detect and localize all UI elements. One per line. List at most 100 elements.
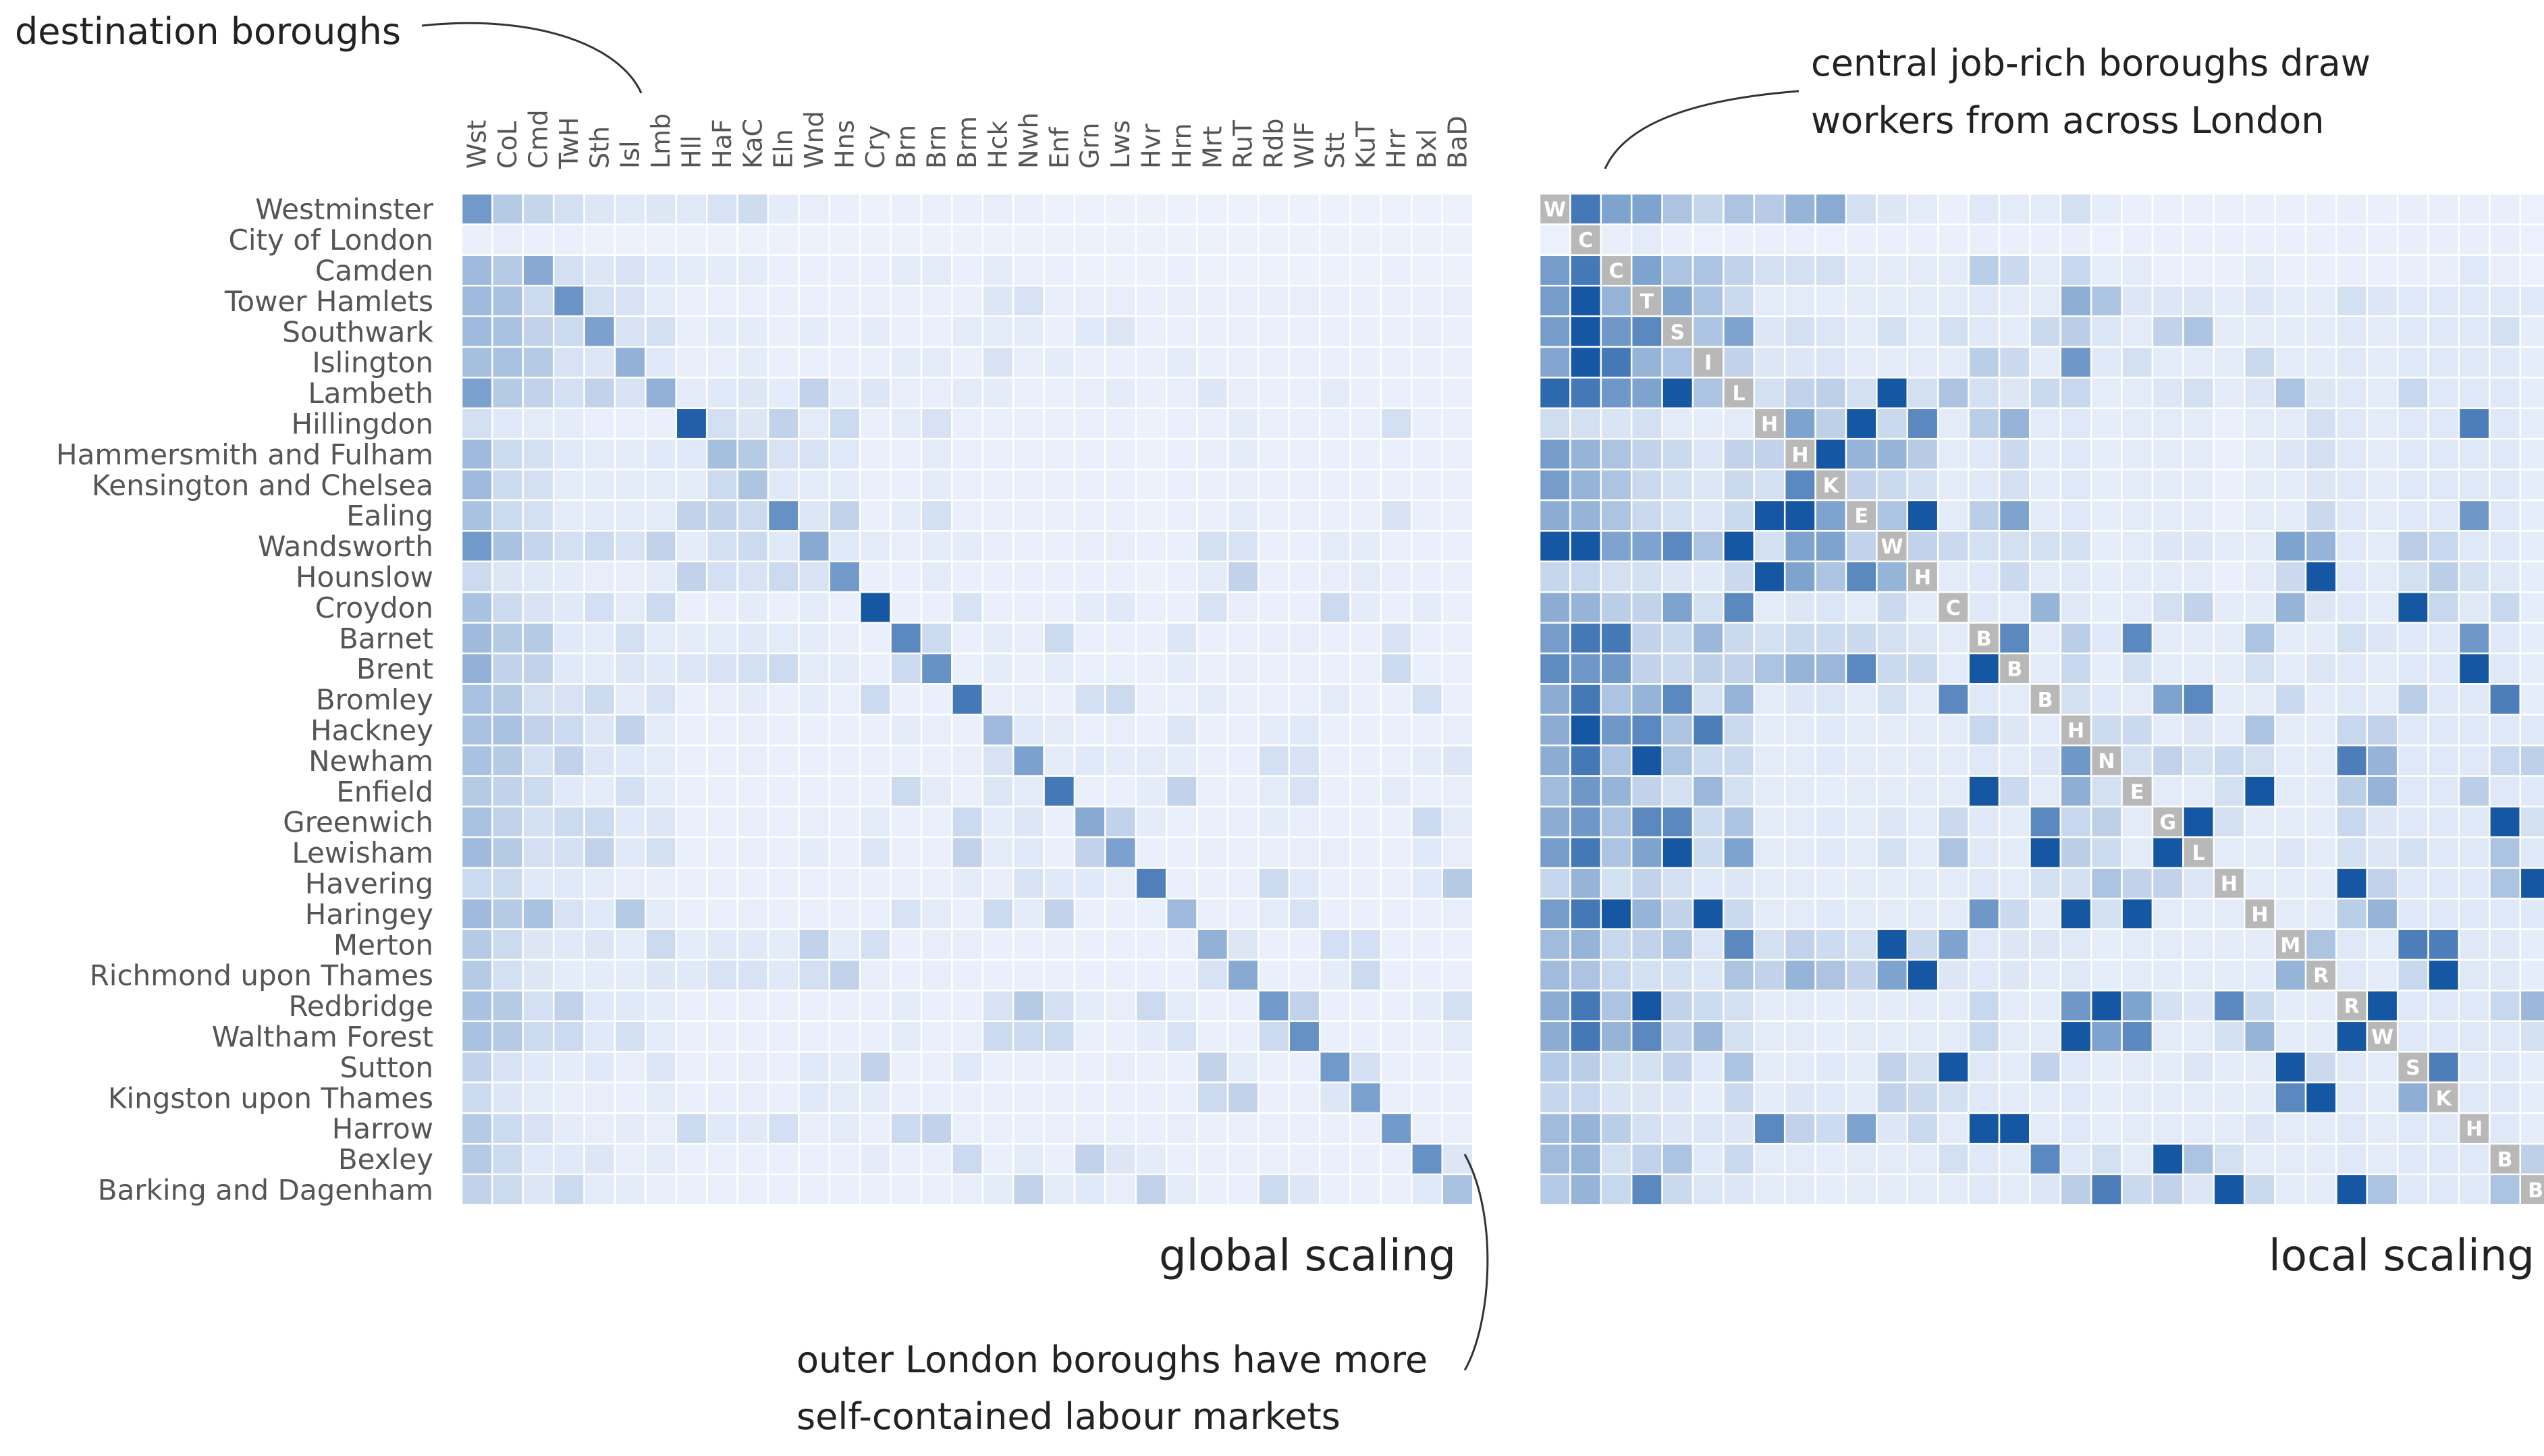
global-scaling-label: global scaling bbox=[1159, 1231, 1456, 1281]
local-cell-1-10 bbox=[1845, 223, 1878, 257]
global-cell-30-4 bbox=[583, 1112, 616, 1145]
global-cell-31-23 bbox=[1165, 1143, 1198, 1176]
global-cell-1-25 bbox=[1226, 223, 1260, 257]
global-cell-31-26 bbox=[1257, 1143, 1291, 1176]
local-cell-17-1 bbox=[1569, 713, 1602, 747]
local-cell-10-8 bbox=[1783, 499, 1816, 532]
global-cell-18-29 bbox=[1349, 744, 1382, 777]
local-cell-32-29 bbox=[2427, 1173, 2460, 1206]
global-cell-1-3 bbox=[552, 223, 585, 257]
global-cell-24-0 bbox=[460, 928, 493, 961]
local-cell-2-27 bbox=[2366, 254, 2399, 287]
local-cell-9-15 bbox=[1998, 468, 2031, 502]
global-cell-11-3 bbox=[552, 530, 585, 563]
local-cell-3-26 bbox=[2335, 284, 2369, 317]
local-cell-6-32 bbox=[2519, 377, 2544, 410]
global-cell-16-24 bbox=[1196, 683, 1229, 716]
global-cell-19-6 bbox=[645, 775, 678, 808]
global-cell-26-9 bbox=[736, 990, 769, 1023]
local-diagonal-label-8: H bbox=[1791, 443, 1808, 467]
local-cell-19-8 bbox=[1783, 775, 1816, 808]
global-cell-2-4 bbox=[583, 254, 616, 287]
local-cell-25-22 bbox=[2213, 959, 2246, 992]
local-cell-25-21 bbox=[2182, 959, 2215, 992]
local-cell-9-12 bbox=[1906, 468, 1939, 502]
local-cell-27-5 bbox=[1692, 1020, 1725, 1053]
global-cell-31-25 bbox=[1226, 1143, 1260, 1176]
local-cell-14-10 bbox=[1845, 622, 1878, 655]
global-cell-25-31 bbox=[1411, 959, 1444, 992]
global-cell-1-23 bbox=[1165, 223, 1198, 257]
local-cell-25-13 bbox=[1937, 959, 1970, 992]
local-cell-27-8 bbox=[1783, 1020, 1816, 1053]
global-cell-6-12 bbox=[828, 377, 861, 410]
global-cell-25-8 bbox=[705, 959, 738, 992]
local-cell-15-22 bbox=[2213, 652, 2246, 685]
local-cell-5-26 bbox=[2335, 346, 2369, 379]
local-cell-30-20 bbox=[2151, 1112, 2184, 1145]
global-cell-23-11 bbox=[798, 897, 831, 930]
local-cell-15-20 bbox=[2151, 652, 2184, 685]
local-cell-9-1 bbox=[1569, 468, 1602, 502]
local-cell-29-31 bbox=[2489, 1081, 2522, 1114]
global-cell-20-22 bbox=[1135, 805, 1168, 838]
global-cell-19-27 bbox=[1288, 775, 1321, 808]
local-cell-14-24 bbox=[2274, 622, 2307, 655]
global-cell-19-17 bbox=[981, 775, 1014, 808]
column-label: Hrr bbox=[1382, 128, 1411, 169]
local-cell-14-2 bbox=[1600, 622, 1633, 655]
global-cell-31-31 bbox=[1411, 1143, 1444, 1176]
local-cell-32-30 bbox=[2458, 1173, 2491, 1206]
global-cell-8-16 bbox=[951, 437, 984, 470]
global-cell-12-5 bbox=[614, 560, 647, 593]
local-cell-20-28 bbox=[2396, 805, 2429, 838]
global-cell-20-17 bbox=[981, 805, 1014, 838]
local-cell-13-0 bbox=[1538, 591, 1571, 624]
local-cell-25-18 bbox=[2090, 959, 2123, 992]
global-cell-20-19 bbox=[1043, 805, 1076, 838]
global-cell-20-16 bbox=[951, 805, 984, 838]
local-cell-29-10 bbox=[1845, 1081, 1878, 1114]
local-cell-6-30 bbox=[2458, 377, 2491, 410]
local-cell-14-28 bbox=[2396, 622, 2429, 655]
global-cell-24-23 bbox=[1165, 928, 1198, 961]
global-cell-27-7 bbox=[675, 1020, 708, 1053]
global-cell-25-19 bbox=[1043, 959, 1076, 992]
global-cell-24-4 bbox=[583, 928, 616, 961]
local-cell-7-15 bbox=[1998, 407, 2031, 440]
local-cell-27-23 bbox=[2243, 1020, 2276, 1053]
global-cell-1-2 bbox=[522, 223, 555, 257]
global-cell-22-5 bbox=[614, 867, 647, 900]
local-cell-0-2 bbox=[1600, 192, 1633, 225]
global-cell-31-17 bbox=[981, 1143, 1014, 1176]
local-cell-23-12 bbox=[1906, 897, 1939, 930]
global-cell-12-12 bbox=[828, 560, 861, 593]
global-cell-12-28 bbox=[1318, 560, 1351, 593]
local-cell-1-14 bbox=[1968, 223, 2001, 257]
local-cell-27-17 bbox=[2059, 1020, 2092, 1053]
global-cell-15-2 bbox=[522, 652, 555, 685]
global-cell-17-17 bbox=[981, 713, 1014, 747]
global-cell-11-25 bbox=[1226, 530, 1260, 563]
local-cell-7-26 bbox=[2335, 407, 2369, 440]
global-cell-4-15 bbox=[920, 315, 953, 348]
local-cell-8-9 bbox=[1814, 437, 1847, 470]
local-cell-15-10 bbox=[1845, 652, 1878, 685]
local-cell-9-31 bbox=[2489, 468, 2522, 502]
global-cell-28-4 bbox=[583, 1050, 616, 1083]
global-cell-4-26 bbox=[1257, 315, 1291, 348]
local-cell-0-26 bbox=[2335, 192, 2369, 225]
local-cell-17-13 bbox=[1937, 713, 1970, 747]
global-cell-26-24 bbox=[1196, 990, 1229, 1023]
global-cell-30-16 bbox=[951, 1112, 984, 1145]
global-cell-15-28 bbox=[1318, 652, 1351, 685]
local-cell-11-17 bbox=[2059, 530, 2092, 563]
global-cell-26-14 bbox=[890, 990, 923, 1023]
local-cell-18-11 bbox=[1876, 744, 1909, 777]
global-cell-11-22 bbox=[1135, 530, 1168, 563]
global-cell-2-19 bbox=[1043, 254, 1076, 287]
local-cell-7-25 bbox=[2304, 407, 2337, 440]
global-cell-28-15 bbox=[920, 1050, 953, 1083]
local-cell-31-3 bbox=[1630, 1143, 1663, 1176]
global-cell-21-19 bbox=[1043, 836, 1076, 869]
